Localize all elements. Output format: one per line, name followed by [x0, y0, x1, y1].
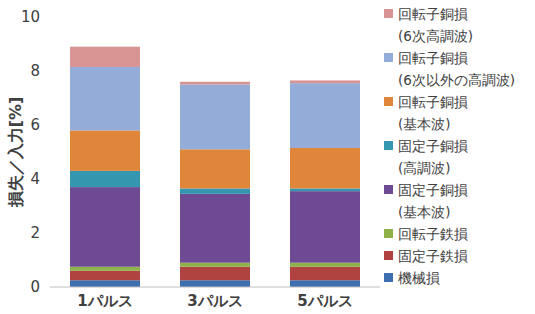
legend-swatch	[384, 185, 393, 194]
bar-segment	[180, 280, 250, 287]
legend-label-line: 固定子銅損	[398, 138, 468, 154]
y-tick	[47, 233, 50, 234]
chart-svg: 02468101パルス3パルス5パルス損失／入力[%]回転子銅損(6次高調波)回…	[0, 0, 535, 314]
y-tick-label: 6	[30, 116, 40, 134]
bar-segment	[180, 267, 250, 281]
bar-segment	[70, 187, 140, 267]
legend-label-line: (基本波)	[398, 116, 451, 132]
chart-root: 02468101パルス3パルス5パルス損失／入力[%]回転子銅損(6次高調波)回…	[0, 0, 535, 314]
x-tick-label: 1パルス	[77, 292, 132, 310]
legend-label-line: (6次以外の高調波)	[398, 72, 515, 88]
y-tick-label: 2	[30, 224, 40, 242]
legend-label-line: 回転子鉄損	[398, 226, 468, 242]
y-tick	[47, 17, 50, 18]
bar-segment	[70, 67, 140, 130]
legend-label: 固定子銅損 (基本波)	[398, 182, 468, 220]
y-tick-label: 4	[30, 170, 40, 188]
bar-segment	[180, 149, 250, 188]
bar-segment	[70, 267, 140, 271]
bar-segment	[180, 263, 250, 267]
legend-label: 回転子銅損 (基本波)	[398, 94, 468, 132]
x-tick-label: 5パルス	[297, 292, 352, 310]
legend-swatch	[384, 97, 393, 106]
legend-label-line: (高調波)	[398, 160, 451, 176]
y-tick-label: 10	[21, 8, 40, 26]
bar-segment	[290, 280, 360, 287]
bar-segment	[70, 130, 140, 171]
bar-segment	[290, 148, 360, 189]
x-tick-label: 3パルス	[187, 292, 242, 310]
bar-segment	[70, 47, 140, 67]
legend-swatch	[384, 251, 393, 260]
bar-segment	[290, 267, 360, 281]
bar-segment	[180, 194, 250, 263]
legend-label-line: 回転子銅損	[398, 50, 468, 66]
y-tick	[47, 71, 50, 72]
legend-label: 回転子銅損 (6次以外の高調波)	[398, 50, 515, 88]
bar-segment	[290, 188, 360, 191]
y-tick-label: 8	[30, 62, 40, 80]
x-axis-line	[50, 287, 380, 288]
y-tick	[47, 179, 50, 180]
legend-label-line: 回転子銅損	[398, 6, 468, 22]
legend-swatch	[384, 53, 393, 62]
legend-label-line: 固定子銅損	[398, 182, 468, 198]
legend-label: 固定子鉄損	[398, 248, 468, 264]
bar-segment	[290, 263, 360, 267]
bar-segment	[290, 83, 360, 148]
legend-label: 回転子鉄損	[398, 226, 468, 242]
y-axis-title: 損失／入力[%]	[6, 97, 25, 209]
y-tick	[47, 125, 50, 126]
legend-label-line: (基本波)	[398, 204, 451, 220]
legend-swatch	[384, 273, 393, 282]
legend-label-line: (6次高調波)	[398, 28, 473, 44]
bar-segment	[70, 271, 140, 280]
bar-segment	[180, 188, 250, 193]
legend-label: 機械損	[398, 270, 440, 286]
legend-swatch	[384, 9, 393, 18]
legend-label: 回転子銅損 (6次高調波)	[398, 6, 473, 44]
bars	[70, 47, 360, 287]
legend-label-line: 回転子銅損	[398, 94, 468, 110]
legend-swatch	[384, 141, 393, 150]
y-tick	[47, 287, 50, 288]
bar-segment	[290, 80, 360, 83]
legend-label-line: 固定子鉄損	[398, 248, 468, 264]
legend-swatch	[384, 229, 393, 238]
legend-label: 固定子銅損 (高調波)	[398, 138, 468, 176]
y-tick-label: 0	[30, 278, 40, 296]
bar-segment	[70, 280, 140, 287]
bar-segment	[70, 171, 140, 187]
bar-segment	[180, 82, 250, 85]
bar-segment	[180, 85, 250, 150]
legend: 回転子銅損(6次高調波)回転子銅損(6次以外の高調波)回転子銅損(基本波)固定子…	[384, 6, 515, 286]
bar-segment	[290, 191, 360, 263]
legend-label-line: 機械損	[398, 270, 440, 286]
